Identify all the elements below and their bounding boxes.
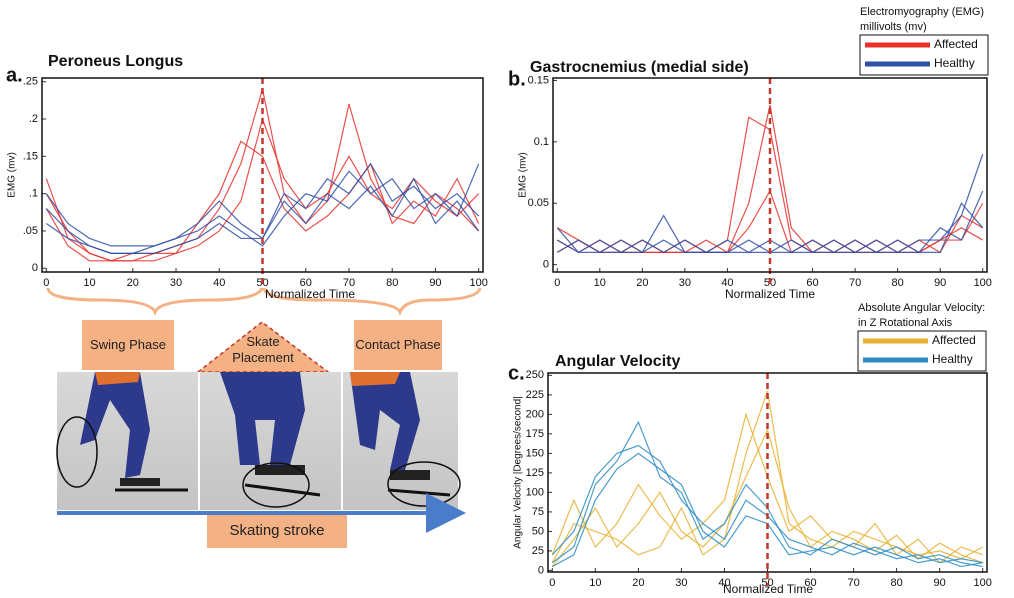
y-tick-label: .2 [29, 113, 38, 125]
trace [45, 140, 480, 262]
legend-label: Healthy [934, 56, 975, 70]
y-tick-label: 200 [526, 408, 544, 420]
legend-box [859, 34, 989, 76]
x-tick-label: 0 [43, 277, 49, 289]
x-tick-label: 20 [636, 277, 648, 289]
y-tick-label: 50 [532, 525, 544, 537]
x-tick-label: 10 [594, 277, 606, 289]
x-tick-label: 10 [589, 577, 601, 589]
x-axis-label: Normalized Time [265, 287, 355, 301]
y-tick-label: 75 [532, 506, 544, 518]
x-tick-label: 40 [718, 577, 730, 589]
y-tick-label: 250 [526, 369, 544, 381]
legend-label: Healthy [932, 352, 973, 366]
phase-box: Contact Phase [354, 320, 442, 370]
x-tick-label: 30 [170, 277, 182, 289]
x-tick-label: 60 [804, 577, 816, 589]
placement-triangle [195, 321, 331, 373]
legend-title: in Z Rotational Axis [858, 317, 953, 329]
x-tick-label: 40 [721, 277, 733, 289]
x-tick-label: 80 [892, 277, 904, 289]
x-tick-label: 60 [806, 277, 818, 289]
chart-title: Peroneus Longus [48, 53, 183, 70]
chart-title: Gastrocnemius (medial side) [530, 59, 749, 76]
x-tick-label: 90 [934, 277, 946, 289]
y-tick-label: 0 [543, 259, 549, 271]
skater-illustration [56, 372, 461, 508]
x-tick-label: 30 [679, 277, 691, 289]
x-tick-label: 20 [632, 577, 644, 589]
plot-frame [552, 77, 988, 273]
y-tick-label: 0 [538, 564, 544, 576]
x-tick-label: 90 [429, 277, 441, 289]
y-tick-label: 0.15 [528, 74, 549, 86]
y-tick-label: 0.05 [528, 197, 549, 209]
x-tick-label: 90 [934, 577, 946, 589]
x-tick-label: 0 [549, 577, 555, 589]
legend-label: Affected [934, 37, 978, 51]
y-axis-label: EMG (mv) [7, 152, 18, 198]
y-axis-label: Angular Velocity |Degrees/second| [513, 396, 524, 549]
y-tick-label: 225 [526, 389, 544, 401]
legend-label: Affected [932, 333, 976, 347]
plot-frame [41, 77, 484, 273]
x-tick-label: 80 [386, 277, 398, 289]
trace [45, 89, 480, 262]
phase-box: Swing Phase [82, 320, 174, 370]
x-tick-label: 70 [849, 277, 861, 289]
panel-letter: c. [508, 362, 525, 384]
y-tick-label: 0.1 [534, 136, 549, 148]
x-tick-label: 0 [554, 277, 560, 289]
y-tick-label: .15 [23, 150, 38, 162]
x-tick-label: 70 [343, 277, 355, 289]
x-tick-label: 100 [974, 577, 992, 589]
legend-title: millivolts (mv) [860, 21, 927, 33]
x-axis-label: Normalized Time [725, 287, 815, 301]
x-axis-label: Normalized Time [723, 582, 813, 596]
trace [551, 390, 983, 563]
y-tick-label: .25 [23, 76, 38, 88]
y-tick-label: 100 [526, 486, 544, 498]
chart-title: Angular Velocity [555, 353, 680, 370]
x-tick-label: 50 [761, 577, 773, 589]
brace [262, 287, 482, 316]
legend-box [857, 330, 987, 372]
y-tick-label: .05 [23, 225, 38, 237]
y-tick-label: 175 [526, 428, 544, 440]
panel-letter: b. [508, 68, 526, 90]
x-tick-label: 70 [847, 577, 859, 589]
legend-title: Absolute Angular Velocity: [858, 302, 985, 314]
x-tick-label: 60 [300, 277, 312, 289]
plot-frame [547, 372, 988, 573]
legend-title: Electromyography (EMG) [860, 6, 984, 18]
x-tick-label: 80 [890, 577, 902, 589]
y-axis-label: EMG (mv) [518, 152, 529, 198]
y-tick-label: 0 [32, 262, 38, 274]
panel-letter: a. [6, 64, 23, 86]
x-tick-label: 10 [83, 277, 95, 289]
x-tick-label: 30 [675, 577, 687, 589]
x-tick-label: 40 [213, 277, 225, 289]
brace [46, 287, 264, 316]
x-tick-label: 100 [974, 277, 992, 289]
y-tick-label: 25 [532, 545, 544, 557]
trace [552, 452, 983, 568]
trace [551, 428, 983, 567]
stroke-label: Skating stroke [207, 515, 347, 548]
y-tick-label: 150 [526, 447, 544, 459]
y-tick-label: .1 [29, 188, 38, 200]
phase-label: Skate Placement [232, 333, 294, 365]
x-tick-label: 20 [127, 277, 139, 289]
x-tick-label: 100 [469, 277, 487, 289]
y-tick-label: 125 [526, 467, 544, 479]
